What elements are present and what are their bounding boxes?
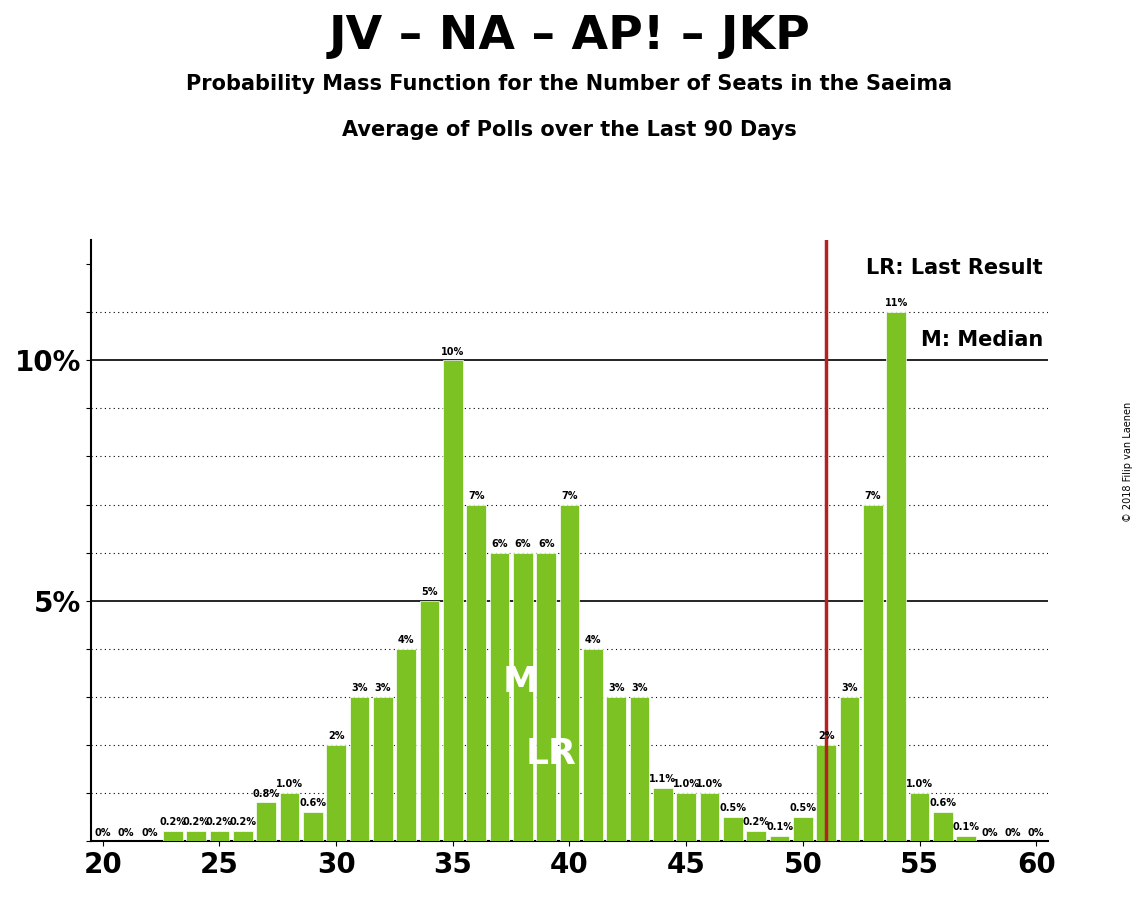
Text: 3%: 3% (608, 683, 624, 693)
Bar (653, 788, 673, 841)
Text: 0.1%: 0.1% (767, 822, 793, 833)
Bar (723, 817, 743, 841)
Bar (466, 505, 486, 841)
Text: © 2018 Filip van Laenen: © 2018 Filip van Laenen (1123, 402, 1133, 522)
Bar (910, 793, 929, 841)
Text: 4%: 4% (398, 635, 415, 645)
Bar (839, 697, 860, 841)
Text: 0.2%: 0.2% (182, 818, 210, 827)
Text: 3%: 3% (631, 683, 648, 693)
Bar (372, 697, 393, 841)
Bar (232, 832, 253, 841)
Text: 10%: 10% (441, 346, 465, 357)
Bar (957, 836, 976, 841)
Text: 7%: 7% (865, 491, 882, 501)
Text: 5%: 5% (421, 587, 437, 597)
Text: 1.0%: 1.0% (696, 779, 723, 789)
Text: 1.0%: 1.0% (276, 779, 303, 789)
Text: 1.1%: 1.1% (649, 774, 677, 784)
Text: 0%: 0% (95, 829, 110, 838)
Bar (256, 802, 276, 841)
Text: 7%: 7% (468, 491, 484, 501)
Bar (303, 812, 322, 841)
Text: JV – NA – AP! – JKP: JV – NA – AP! – JKP (328, 14, 811, 59)
Text: 1.0%: 1.0% (673, 779, 699, 789)
Text: 0.2%: 0.2% (743, 818, 770, 827)
Text: 3%: 3% (842, 683, 858, 693)
Bar (210, 832, 229, 841)
Text: 0%: 0% (141, 829, 157, 838)
Bar (279, 793, 300, 841)
Text: 4%: 4% (584, 635, 601, 645)
Bar (699, 793, 720, 841)
Bar (770, 836, 789, 841)
Bar (536, 553, 556, 841)
Text: M: Median: M: Median (920, 331, 1043, 350)
Text: Average of Polls over the Last 90 Days: Average of Polls over the Last 90 Days (342, 120, 797, 140)
Bar (886, 312, 907, 841)
Text: 0.1%: 0.1% (952, 822, 980, 833)
Text: 0.6%: 0.6% (300, 798, 326, 808)
Text: 0.2%: 0.2% (206, 818, 233, 827)
Bar (396, 649, 416, 841)
Bar (606, 697, 626, 841)
Bar (559, 505, 580, 841)
Text: 0%: 0% (1029, 829, 1044, 838)
Text: 0.2%: 0.2% (159, 818, 187, 827)
Text: 0.8%: 0.8% (253, 788, 280, 798)
Bar (186, 832, 206, 841)
Bar (443, 360, 462, 841)
Text: 6%: 6% (538, 539, 555, 549)
Text: 0.2%: 0.2% (229, 818, 256, 827)
Bar (419, 601, 440, 841)
Text: 6%: 6% (491, 539, 508, 549)
Text: 3%: 3% (351, 683, 368, 693)
Bar (933, 812, 953, 841)
Text: 1.0%: 1.0% (906, 779, 933, 789)
Bar (490, 553, 509, 841)
Bar (583, 649, 603, 841)
Text: Probability Mass Function for the Number of Seats in the Saeima: Probability Mass Function for the Number… (187, 74, 952, 94)
Text: 0.6%: 0.6% (929, 798, 957, 808)
Text: LR: LR (525, 737, 576, 772)
Text: 2%: 2% (818, 731, 835, 741)
Bar (793, 817, 813, 841)
Text: 2%: 2% (328, 731, 344, 741)
Bar (746, 832, 767, 841)
Text: M: M (502, 665, 539, 699)
Bar (817, 745, 836, 841)
Text: 11%: 11% (885, 298, 908, 309)
Bar (513, 553, 533, 841)
Bar (863, 505, 883, 841)
Text: 0%: 0% (117, 829, 134, 838)
Bar (677, 793, 696, 841)
Text: 0%: 0% (1005, 829, 1022, 838)
Bar (163, 832, 182, 841)
Bar (350, 697, 369, 841)
Text: LR: Last Result: LR: Last Result (867, 259, 1043, 278)
Text: 6%: 6% (515, 539, 531, 549)
Text: 0.5%: 0.5% (720, 803, 746, 813)
Bar (326, 745, 346, 841)
Bar (630, 697, 649, 841)
Text: 0.5%: 0.5% (789, 803, 817, 813)
Text: 7%: 7% (562, 491, 577, 501)
Text: 0%: 0% (982, 829, 998, 838)
Text: 3%: 3% (375, 683, 391, 693)
